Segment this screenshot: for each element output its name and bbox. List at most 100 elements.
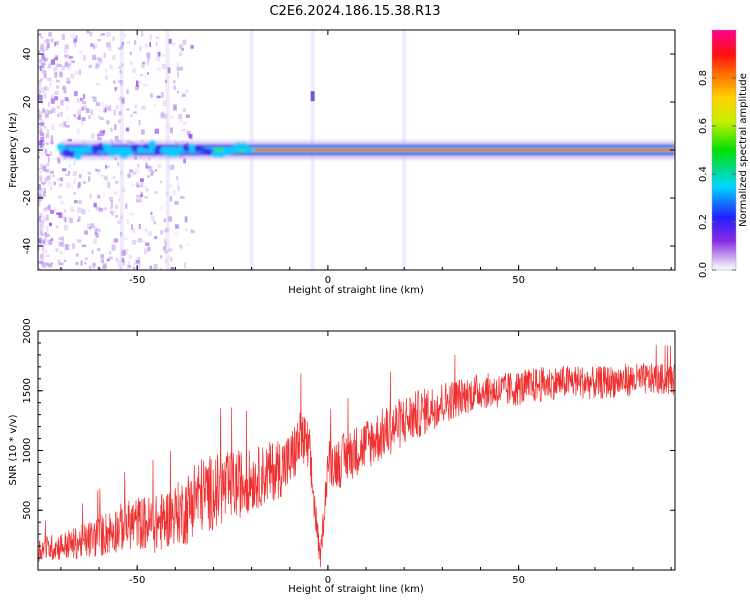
noise-speck xyxy=(44,86,47,91)
noise-speck xyxy=(74,200,78,204)
noise-speck xyxy=(41,53,45,60)
noise-speck xyxy=(110,127,113,132)
noise-speck xyxy=(145,165,151,169)
noise-speck xyxy=(46,214,49,221)
noise-speck xyxy=(38,265,41,270)
noise-speck xyxy=(123,260,126,266)
noise-speck xyxy=(72,243,75,249)
noise-speck xyxy=(91,262,97,266)
noise-speck xyxy=(46,175,51,181)
noise-speck xyxy=(113,191,118,195)
noise-speck xyxy=(106,120,110,125)
noise-speck xyxy=(113,237,117,243)
noise-speck xyxy=(183,159,186,162)
noise-speck xyxy=(154,191,159,194)
noise-speck xyxy=(44,207,48,211)
colorbar-tick-label: 0.0 xyxy=(698,262,709,278)
noise-speck xyxy=(173,82,176,87)
noise-speck xyxy=(87,223,90,230)
noise-speck xyxy=(164,250,169,254)
noise-speck xyxy=(185,228,188,231)
noise-speck xyxy=(65,173,68,176)
noise-speck xyxy=(144,228,148,233)
noise-speck xyxy=(126,89,129,94)
noise-speck xyxy=(103,130,106,136)
noise-speck xyxy=(102,129,106,133)
y-tick-label: 40 xyxy=(22,48,33,61)
noise-speck xyxy=(38,203,41,207)
noise-speck xyxy=(118,111,122,116)
noise-speck xyxy=(38,195,42,199)
noise-speck xyxy=(56,268,59,270)
noise-speck xyxy=(126,218,129,225)
noise-speck xyxy=(45,262,49,267)
noise-speck xyxy=(89,64,93,67)
noise-speck xyxy=(42,216,47,223)
noise-speck xyxy=(71,60,76,64)
noise-speck xyxy=(95,232,99,238)
noise-speck xyxy=(96,169,101,172)
noise-speck xyxy=(60,99,64,106)
noise-speck xyxy=(47,64,51,69)
noise-speck xyxy=(56,225,59,229)
noise-speck xyxy=(73,114,76,118)
ridge-blob xyxy=(228,146,237,155)
noise-speck xyxy=(111,244,116,251)
noise-speck xyxy=(89,194,92,199)
ridge-blob xyxy=(119,152,128,159)
noise-speck xyxy=(177,186,180,192)
noise-speck xyxy=(88,176,91,182)
noise-speck xyxy=(155,169,157,172)
noise-speck xyxy=(163,218,166,223)
noise-speck xyxy=(160,230,164,235)
noise-speck xyxy=(177,90,179,94)
noise-speck xyxy=(49,81,52,88)
noise-speck xyxy=(39,220,44,227)
noise-speck xyxy=(122,187,126,193)
noise-speck xyxy=(167,68,171,74)
noise-speck xyxy=(43,57,46,63)
noise-speck xyxy=(96,247,101,251)
noise-speck xyxy=(182,108,186,113)
noise-speck xyxy=(154,235,158,240)
noise-speck xyxy=(118,119,121,124)
noise-speck xyxy=(42,191,46,197)
noise-speck xyxy=(140,73,144,77)
noise-speck xyxy=(41,251,45,254)
noise-speck xyxy=(74,41,76,48)
noise-speck xyxy=(42,245,45,251)
noise-speck xyxy=(167,165,172,170)
noise-speck xyxy=(64,54,68,58)
noise-speck xyxy=(38,140,42,146)
noise-speck xyxy=(39,237,43,243)
noise-speck xyxy=(41,142,45,146)
noise-speck xyxy=(144,75,147,79)
noise-speck xyxy=(75,253,79,257)
noise-speck xyxy=(70,206,74,212)
noise-speck xyxy=(39,228,42,231)
noise-speck xyxy=(119,79,123,86)
noise-speck xyxy=(39,58,41,61)
noise-speck xyxy=(40,163,44,169)
noise-speck xyxy=(147,72,149,75)
noise-speck xyxy=(54,72,58,79)
noise-speck xyxy=(168,248,173,252)
noise-speck xyxy=(44,109,49,116)
colorbar-gradient xyxy=(712,30,736,270)
noise-speck xyxy=(70,73,75,79)
noise-speck xyxy=(54,91,59,96)
noise-speck xyxy=(140,193,142,199)
noise-speck xyxy=(41,69,46,73)
main-ridge xyxy=(56,140,675,160)
noise-speck xyxy=(58,237,62,240)
noise-speck xyxy=(39,254,44,260)
noise-speck xyxy=(64,224,69,231)
ridge-blob xyxy=(148,140,157,150)
noise-speck xyxy=(67,99,70,102)
noise-speck xyxy=(150,92,154,98)
y-tick-label: 1000 xyxy=(22,438,33,463)
ridge-blob xyxy=(245,146,254,153)
noise-speck xyxy=(182,122,187,126)
noise-speck xyxy=(38,108,40,112)
noise-speck xyxy=(39,144,42,149)
